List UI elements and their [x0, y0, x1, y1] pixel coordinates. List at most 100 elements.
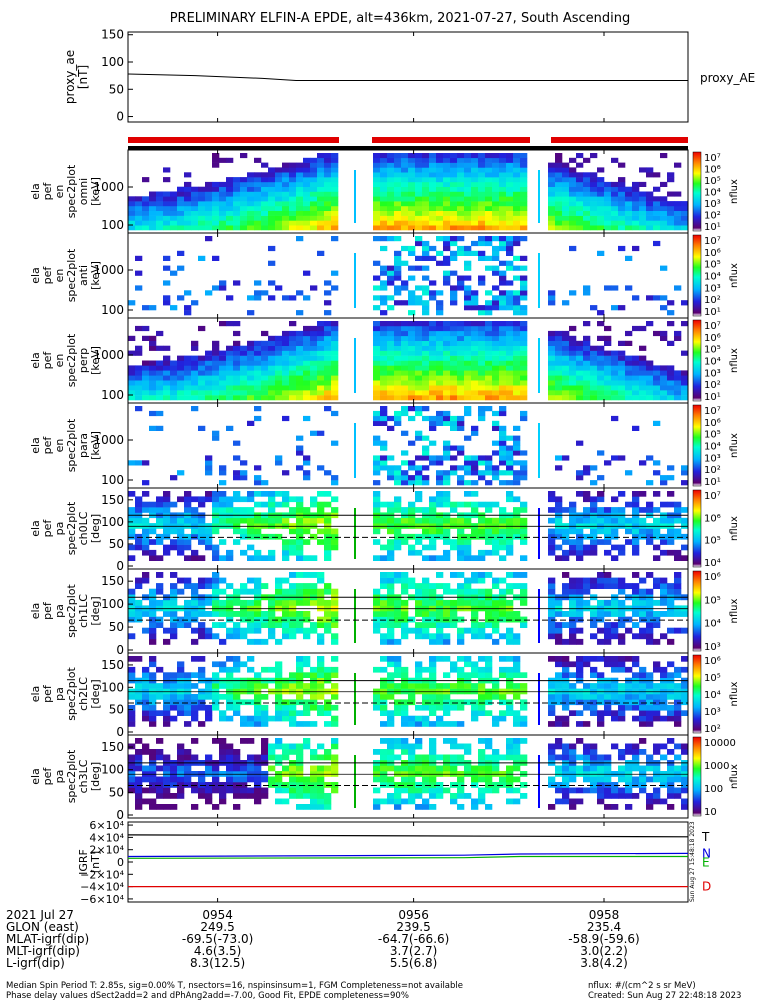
heatmap-cell	[506, 435, 514, 441]
heatmap-cell	[576, 555, 584, 561]
heatmap-cell	[310, 533, 318, 540]
heatmap-cell	[170, 572, 178, 578]
heatmap-cell	[681, 611, 689, 617]
heatmap-cell	[408, 583, 416, 589]
heatmap-cell	[457, 186, 465, 192]
heatmap-cell	[170, 205, 178, 211]
heatmap-cell	[191, 599, 199, 606]
heatmap-cell	[590, 355, 598, 361]
y-axis-label: spec2plot	[65, 333, 78, 387]
heatmap-cell	[240, 395, 248, 401]
heatmap-cell	[590, 633, 598, 640]
heatmap-cell	[583, 549, 591, 556]
heatmap-cell	[317, 793, 325, 799]
heatmap-cell	[149, 555, 157, 561]
heatmap-cell	[177, 210, 185, 216]
heatmap-cell	[471, 196, 479, 202]
heatmap-cell	[401, 335, 409, 341]
heatmap-cell	[261, 220, 269, 226]
heatmap-cell	[373, 539, 381, 545]
heatmap-cell	[513, 749, 521, 755]
heatmap-cell	[443, 491, 451, 497]
heatmap-cell	[408, 191, 416, 197]
heatmap-cell	[226, 694, 234, 700]
y-axis-label: anti	[77, 265, 90, 286]
y-axis-label: spec2plot	[65, 584, 78, 638]
heatmap-cell	[548, 683, 556, 689]
heatmap-cell	[548, 196, 556, 202]
heatmap-cell	[597, 611, 605, 617]
heatmap-cell	[254, 360, 262, 366]
heatmap-cell	[394, 205, 402, 211]
heatmap-cell	[380, 345, 388, 351]
heatmap-cell	[429, 699, 437, 706]
heatmap-cell	[583, 656, 591, 662]
heatmap-cell	[373, 435, 381, 441]
heatmap-cell	[219, 754, 227, 761]
heatmap-cell	[506, 480, 514, 486]
heatmap-cell	[597, 572, 605, 578]
heatmap-cell	[513, 440, 521, 446]
heatmap-cell	[443, 475, 451, 481]
heatmap-cell	[548, 749, 556, 755]
heatmap-cell	[177, 380, 185, 386]
heatmap-cell	[422, 445, 430, 451]
y-tick-label: 50	[109, 82, 124, 96]
heatmap-cell	[499, 380, 507, 386]
heatmap-cell	[170, 699, 178, 706]
heatmap-cell	[478, 167, 486, 173]
heatmap-cell	[478, 345, 486, 351]
heatmap-cell	[282, 704, 290, 711]
heatmap-cell	[478, 305, 486, 311]
heatmap-cell	[436, 475, 444, 481]
heatmap-cell	[415, 255, 423, 261]
heatmap-cell	[625, 470, 633, 476]
heatmap-cell	[331, 325, 339, 332]
heatmap-cell	[324, 539, 332, 545]
heatmap-cell	[296, 162, 304, 168]
heatmap-cell	[576, 201, 584, 207]
heatmap-cell	[450, 661, 458, 668]
heatmap-cell	[380, 177, 388, 183]
heatmap-cell	[653, 699, 661, 706]
heatmap-cell	[422, 721, 430, 727]
heatmap-cell	[422, 220, 430, 226]
heatmap-cell	[401, 460, 409, 466]
heatmap-cell	[464, 599, 472, 606]
heatmap-cell	[478, 798, 486, 805]
heatmap-cell	[282, 710, 290, 716]
heatmap-cell	[205, 290, 213, 296]
heatmap-cell	[212, 157, 220, 163]
heatmap-cell	[597, 196, 605, 202]
heatmap-cell	[464, 265, 472, 271]
heatmap-cell	[499, 455, 507, 461]
heatmap-cell	[604, 285, 612, 291]
heatmap-cell	[310, 517, 318, 524]
heatmap-cell	[485, 622, 493, 628]
heatmap-cell	[317, 153, 325, 159]
heatmap-cell	[590, 539, 598, 545]
heatmap-cell	[513, 572, 521, 578]
heatmap-cell	[163, 390, 171, 396]
heatmap-cell	[520, 380, 528, 386]
heatmap-cell	[289, 699, 297, 706]
heatmap-cell	[632, 694, 640, 700]
heatmap-cell	[660, 611, 668, 617]
heatmap-cell	[548, 390, 556, 396]
heatmap-cell	[198, 191, 206, 197]
heatmap-cell	[485, 549, 493, 556]
heatmap-cell	[632, 215, 640, 221]
heatmap-cell	[478, 236, 486, 242]
heatmap-cell	[324, 528, 332, 535]
heatmap-cell	[247, 172, 255, 178]
heatmap-cell	[219, 666, 227, 673]
heatmap-cell	[254, 793, 262, 799]
heatmap-cell	[457, 544, 465, 551]
heatmap-cell	[380, 191, 388, 197]
heatmap-cell	[471, 528, 479, 535]
heatmap-cell	[394, 355, 402, 361]
heatmap-cell	[471, 715, 479, 722]
heatmap-cell	[611, 699, 619, 706]
heatmap-cell	[583, 360, 591, 366]
heatmap-cell	[569, 804, 577, 810]
